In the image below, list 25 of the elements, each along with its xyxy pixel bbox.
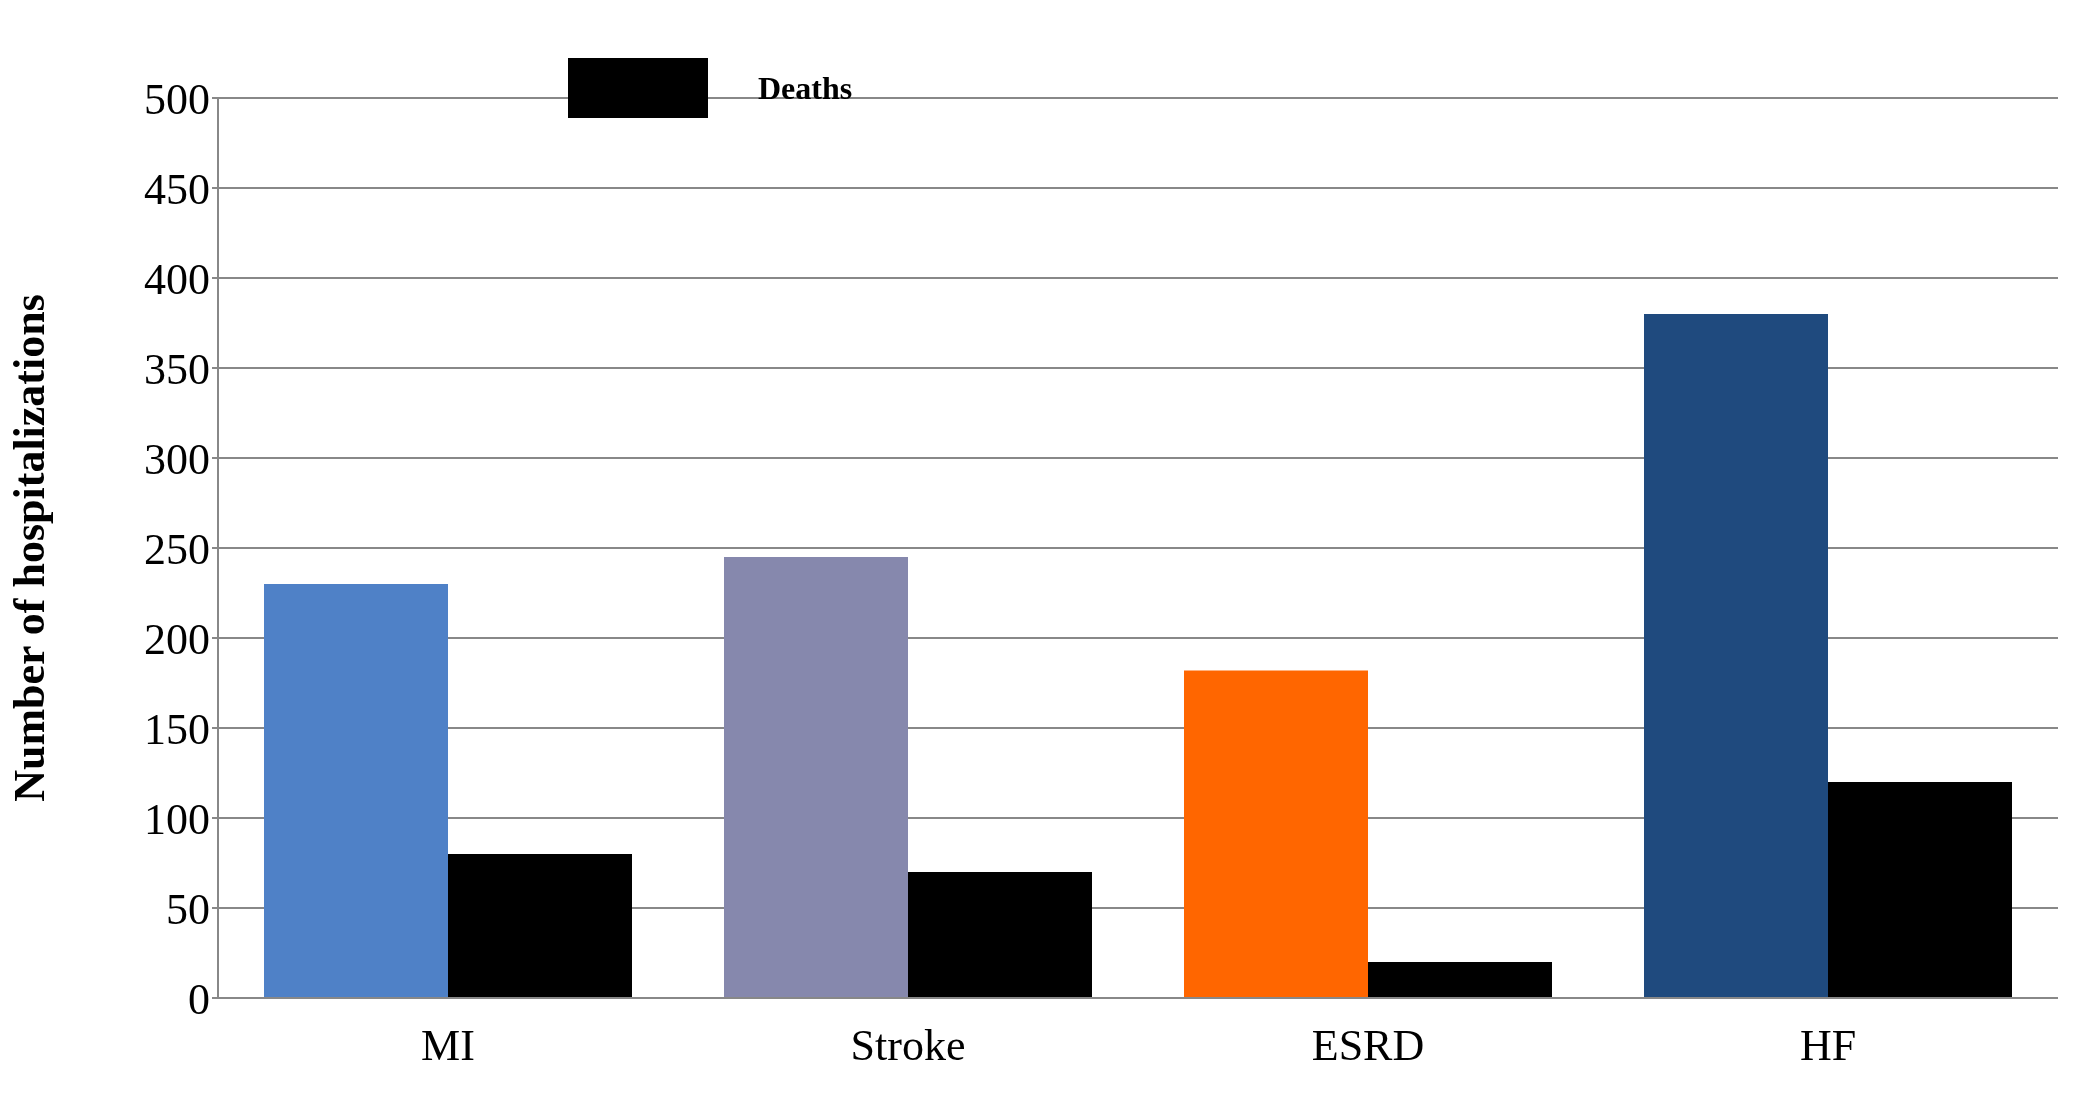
bar (448, 854, 632, 998)
y-tick-label: 150 (144, 704, 210, 754)
y-axis-title: Number of hospitalizations (4, 294, 54, 802)
y-tick-label: 500 (144, 74, 210, 124)
y-tick-label: 50 (166, 884, 210, 934)
y-tick-label: 350 (144, 344, 210, 394)
y-tick-label: 100 (144, 794, 210, 844)
bar (264, 584, 448, 998)
bar (908, 872, 1092, 998)
bar (1644, 314, 1828, 998)
bar (1368, 962, 1552, 998)
x-tick-label: MI (421, 1021, 475, 1071)
bar (1828, 782, 2012, 998)
legend-label: Deaths (758, 69, 853, 107)
y-tick-label: 250 (144, 524, 210, 574)
y-tick-label: 450 (144, 164, 210, 214)
x-tick-label: HF (1799, 1021, 1857, 1071)
bar (724, 557, 908, 998)
y-tick-label: 400 (144, 254, 210, 304)
x-tick-label: Stroke (850, 1021, 966, 1071)
y-tick-label: 200 (144, 614, 210, 664)
bar (1184, 670, 1368, 998)
y-tick-label: 0 (188, 974, 210, 1024)
y-tick-label: 300 (144, 434, 210, 484)
x-tick-label: ESRD (1311, 1021, 1425, 1071)
